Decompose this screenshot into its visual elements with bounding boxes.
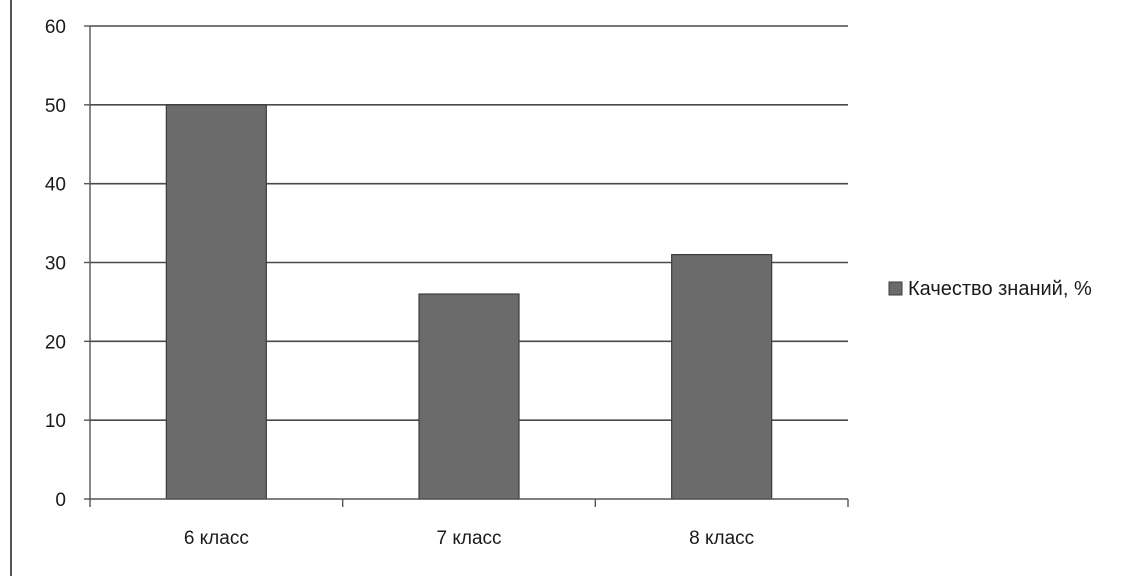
y-tick-label: 20 <box>45 332 66 353</box>
legend-label: Качество знаний, % <box>908 278 1092 300</box>
bar-1 <box>165 104 267 500</box>
x-tick-label: 7 класс <box>436 528 501 549</box>
x-axis: 6 класс 7 класс 8 класс <box>89 498 849 549</box>
y-tick-label: 40 <box>45 175 66 196</box>
y-tick-label: 10 <box>45 411 66 432</box>
bar-3 <box>671 254 773 500</box>
legend: Качество знаний, % <box>888 278 1092 300</box>
bars <box>165 104 773 500</box>
legend-swatch <box>888 281 903 296</box>
bar-2 <box>418 293 520 500</box>
x-tick-label: 6 класс <box>184 528 249 549</box>
y-tick-label: 0 <box>55 490 66 511</box>
y-tick-label: 60 <box>45 17 66 38</box>
y-tick-label: 30 <box>45 254 66 275</box>
x-tick-label: 8 класс <box>689 528 754 549</box>
y-axis-ticks: 0 10 20 30 40 50 60 <box>45 17 91 511</box>
y-tick-label: 50 <box>45 96 66 117</box>
